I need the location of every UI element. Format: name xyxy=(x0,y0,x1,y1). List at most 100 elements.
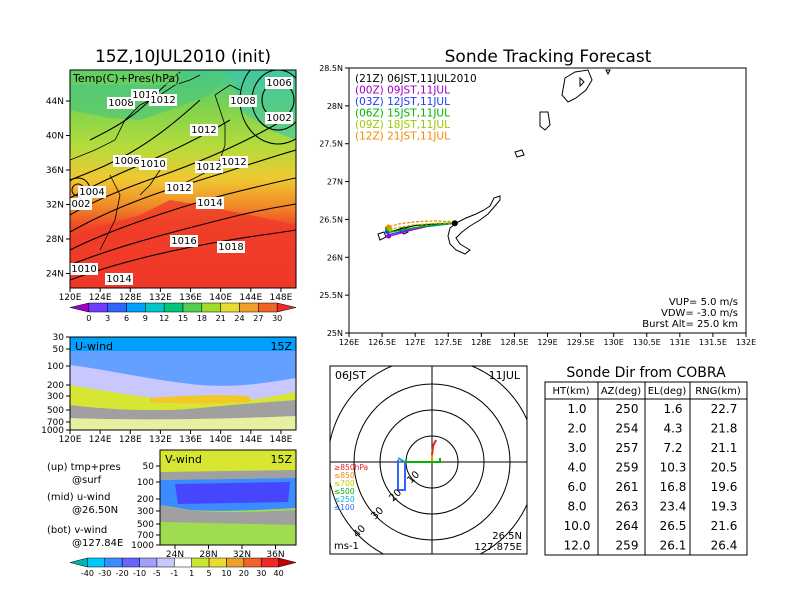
tracking-legend-entry: (03Z) 12JST,11JUL xyxy=(355,96,450,108)
tracking-y-tick-label: 25.5N xyxy=(319,291,343,300)
cobra-table-cell: 10.0 xyxy=(564,519,591,533)
v-wind-frame xyxy=(159,449,297,546)
cobra-table-cell: 254 xyxy=(616,422,639,436)
cobra-table-panel: Sonde Dir from COBRA HT(km) AZ(deg) EL(deg… xyxy=(544,365,748,556)
v-wind-y-tick-label: 300 xyxy=(137,507,154,517)
v-wind-time: 15Z xyxy=(270,453,292,466)
wind-colorbar-swatch xyxy=(121,557,140,568)
island-outlines xyxy=(377,69,611,255)
cobra-table-cell: 26.1 xyxy=(660,539,687,553)
trajectory-line xyxy=(389,221,455,230)
wind-colorbar-label: 40 xyxy=(274,569,284,578)
wind-colorbar-swatch xyxy=(226,557,245,568)
cobra-table-cell: 10.3 xyxy=(660,461,687,475)
u-wind-x-tick-label: 140E xyxy=(209,435,232,445)
burst-altitude-readout: Burst Alt= 25.0 km xyxy=(642,319,738,330)
wind-colorbar-label: 1 xyxy=(189,569,194,578)
map-y-tick-label: 32N xyxy=(46,201,64,211)
v-wind-y-tick-label: 200 xyxy=(137,495,154,505)
cobra-table-cell: 19.6 xyxy=(711,480,738,494)
cobra-table-row: 6.0 261 16.8 19.6 xyxy=(567,480,737,494)
tracking-panel: Sonde Tracking Forecast 28.5N 28N 27.5N 27N… xyxy=(319,47,756,347)
tracking-x-tick-label: 129.5E xyxy=(567,338,595,347)
cobra-table-cell: 26.4 xyxy=(711,539,738,553)
u-wind-x-axis: 120E 124E 128E 132E 136E 140E 144E 148E xyxy=(59,430,293,445)
map-x-tick-label: 132E xyxy=(149,293,172,303)
svg-text:1018: 1018 xyxy=(218,242,243,253)
tracking-legend-entry: (21Z) 06JST,11JUL2010 xyxy=(355,73,477,85)
tracking-x-tick-label: 131.5E xyxy=(699,338,727,347)
polar-unit: ms-1 xyxy=(334,541,359,552)
u-wind-y-tick-label: 500 xyxy=(47,406,64,416)
v-wind-top-band xyxy=(160,450,296,472)
temperature-colorbar: 0 3 6 9 12 15 18 21 24 27 30 xyxy=(69,302,297,323)
cobra-table-row: 2.0 254 4.3 21.8 xyxy=(567,422,737,436)
wind-colorbar-swatch xyxy=(243,557,262,568)
svg-text:1016: 1016 xyxy=(171,236,196,247)
wind-colorbar-label: -40 xyxy=(81,569,94,578)
temp-colorbar-label: 9 xyxy=(143,314,148,323)
temp-colorbar-swatch xyxy=(69,302,90,313)
wind-colorbar-label: -20 xyxy=(116,569,129,578)
svg-text:1012: 1012 xyxy=(196,162,221,173)
wind-colorbar-swatch xyxy=(260,557,279,568)
map-y-tick-label: 24N xyxy=(46,270,64,280)
wind-colorbar-label: 5 xyxy=(207,569,212,578)
cobra-table-cell: 1.6 xyxy=(663,402,682,416)
isobar-label: 1010 xyxy=(70,263,98,275)
cobra-table-cell: 20.5 xyxy=(711,461,738,475)
v-wind-y-tick-label: 50 xyxy=(143,462,155,472)
temp-colorbar-swatch xyxy=(258,302,278,313)
cobra-table-header: RNG(km) xyxy=(695,386,741,397)
tracking-x-tick-label: 127E xyxy=(405,338,425,347)
isobar-label: 1004 xyxy=(78,186,106,198)
tracking-parameters: VUP= 5.0 m/s VDW= -3.0 m/s Burst Alt= 25… xyxy=(642,297,738,330)
pressure-legend-entry: ≥850hPa xyxy=(334,463,368,472)
u-wind-time: 15Z xyxy=(270,340,292,353)
temp-colorbar-label: 3 xyxy=(105,314,110,323)
v-wind-y-tick-label: 700 xyxy=(137,531,154,541)
tracking-x-tick-label: 132E xyxy=(736,338,756,347)
note-bot-line2: @127.84E xyxy=(72,538,123,549)
note-up-line1: (up) tmp+pres xyxy=(47,462,121,473)
cobra-table-cell: 19.3 xyxy=(711,500,738,514)
svg-text:1006: 1006 xyxy=(114,156,139,167)
hodograph-upper-segment xyxy=(431,439,437,456)
svg-text:1012: 1012 xyxy=(221,157,246,168)
u-wind-label: U-wind xyxy=(75,340,113,353)
wind-colorbar-label: -10 xyxy=(133,569,146,578)
svg-text:1006: 1006 xyxy=(266,78,291,89)
panel-notes: (up) tmp+pres @surf (mid) u-wind @26.50N… xyxy=(47,462,123,549)
v-wind-lower-green xyxy=(160,522,296,545)
wind-colorbar-label: 20 xyxy=(239,569,249,578)
map-x-tick-label: 148E xyxy=(269,293,292,303)
v-wind-y-tick-label: 100 xyxy=(137,478,154,488)
svg-text:1014: 1014 xyxy=(106,274,131,285)
tracking-legend-entry: (09Z) 18JST,11JUL xyxy=(355,119,450,131)
okinoerabu-island-outline xyxy=(514,149,525,158)
sonde-trajectories xyxy=(384,220,458,239)
tracking-y-tick-label: 28N xyxy=(327,102,343,111)
tracking-x-tick-label: 126E xyxy=(339,338,359,347)
pressure-legend-entry: ≤100 xyxy=(334,503,355,512)
tracking-legend-entry: (06Z) 15JST,11JUL xyxy=(355,108,450,120)
weather-map-label-box xyxy=(71,71,179,85)
wind-colorbar-swatch xyxy=(278,557,297,568)
tracking-y-tick-label: 25N xyxy=(327,329,343,338)
wind-colorbar-label: 10 xyxy=(221,569,231,578)
u-wind-light-region xyxy=(70,416,296,430)
svg-text:1008: 1008 xyxy=(230,96,255,107)
note-up-line2: @surf xyxy=(72,475,102,486)
yoron-island-outline xyxy=(605,69,611,76)
note-mid-line1: (mid) u-wind xyxy=(47,492,110,503)
cobra-table-cell: 4.0 xyxy=(567,461,586,475)
cobra-table-row: 12.0 259 26.1 26.4 xyxy=(564,539,738,553)
temp-colorbar-swatch xyxy=(201,302,221,313)
v-wind-y-tick-label: 1000 xyxy=(131,541,154,551)
weather-map-title: 15Z,10JUL2010 (init) xyxy=(95,47,271,67)
polar-panel: 06JST 11JUL 10 20 30 40 ≥850hPa≤850≤700≤… xyxy=(329,365,528,555)
u-wind-y-tick-label: 50 xyxy=(53,345,65,355)
tracking-x-tick-label: 126.5E xyxy=(368,338,396,347)
tracking-y-tick-label: 27N xyxy=(327,178,343,187)
